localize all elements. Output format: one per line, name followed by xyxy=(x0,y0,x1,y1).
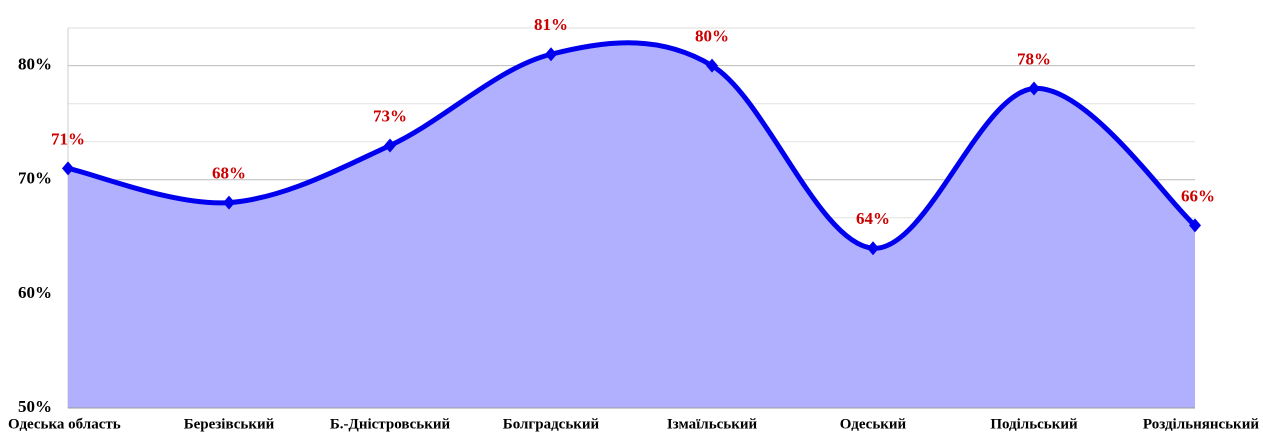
point xyxy=(867,241,879,256)
y-tick-label: 60% xyxy=(18,283,52,302)
value-label: 78% xyxy=(1017,49,1051,68)
y-tick-label: 50% xyxy=(18,397,52,416)
line xyxy=(67,40,1197,251)
value-label: 68% xyxy=(212,164,246,183)
x-tick-label: Ізмаїльський xyxy=(667,416,758,432)
value-label: 71% xyxy=(51,129,85,148)
value-label: 80% xyxy=(695,27,729,46)
area xyxy=(68,42,1195,408)
y-tick-label: 80% xyxy=(18,55,52,74)
x-tick-label: Березівський xyxy=(184,416,275,432)
point xyxy=(1028,81,1040,96)
x-tick-label: Болградський xyxy=(503,416,600,432)
y-tick-label: 70% xyxy=(18,169,52,188)
value-label: 73% xyxy=(373,106,407,125)
x-tick-label: Одеський xyxy=(840,416,907,432)
x-tick-label: Подільський xyxy=(990,416,1078,432)
point xyxy=(62,161,74,176)
x-tick-label: Б.-Дністровський xyxy=(330,416,451,432)
x-tick-label: Роздільнянський xyxy=(1143,416,1259,432)
point xyxy=(223,195,235,210)
x-tick-label: Одеська область xyxy=(8,416,121,432)
point xyxy=(1189,218,1201,233)
value-label: 81% xyxy=(534,15,568,34)
point xyxy=(545,47,557,62)
value-label: 66% xyxy=(1181,186,1215,205)
point xyxy=(706,58,718,73)
value-label: 64% xyxy=(856,209,890,228)
point xyxy=(384,138,396,153)
